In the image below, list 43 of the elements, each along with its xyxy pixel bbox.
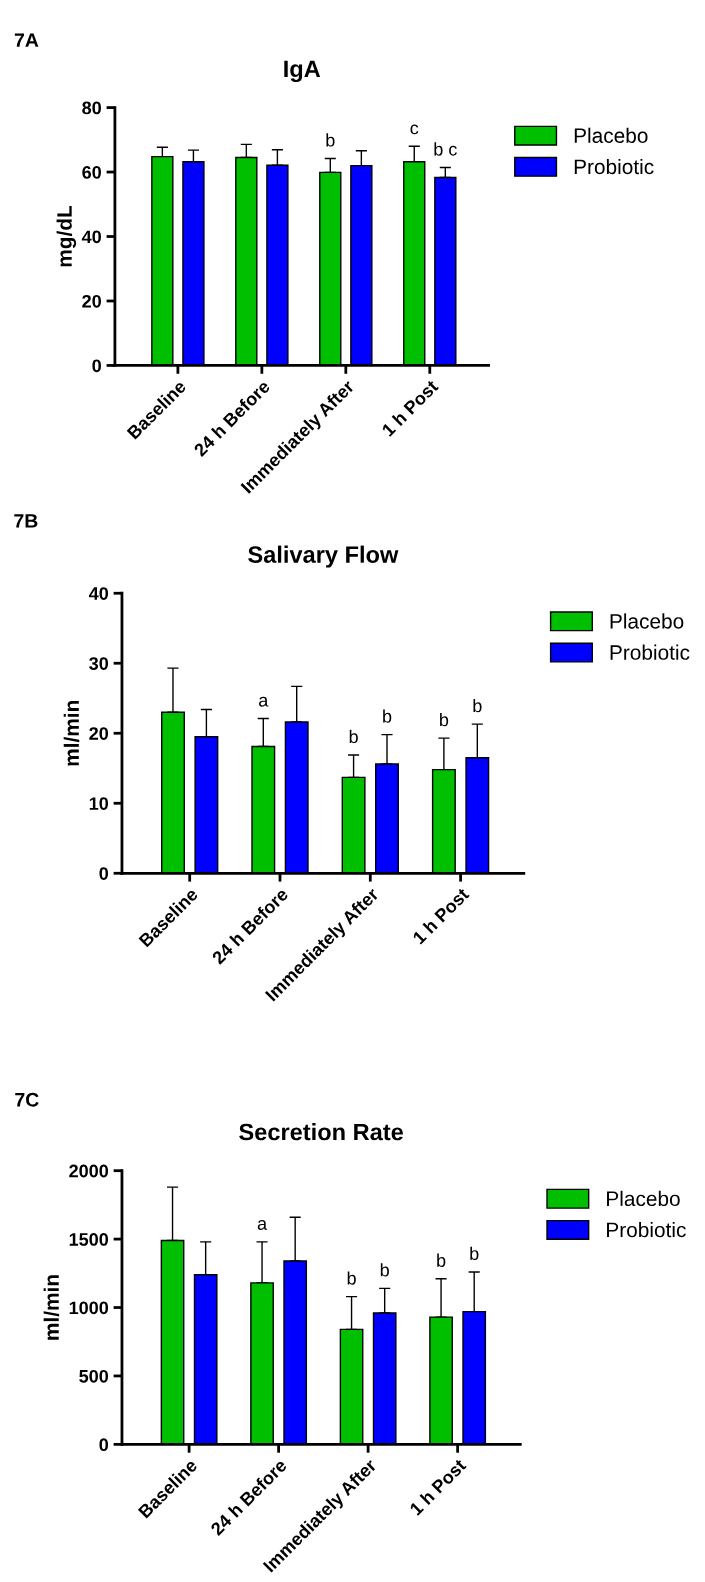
y-axis-title: ml/min	[63, 700, 80, 766]
legend-label: Probiotic	[610, 644, 690, 660]
data-label: c	[410, 124, 419, 135]
data-label: b	[380, 1263, 389, 1277]
y-tick-label: 1500	[69, 1233, 109, 1246]
chart-title: IgA	[284, 60, 321, 83]
data-label: b	[326, 133, 335, 147]
data-label: b	[383, 709, 392, 723]
data-label: b	[437, 1253, 446, 1267]
y-tick-label: 20	[89, 727, 109, 740]
legend-label: Placebo	[574, 127, 648, 143]
chart-title: Secretion Rate	[239, 1123, 403, 1141]
legend-label: Probiotic	[574, 158, 654, 175]
legend-label: Probiotic	[607, 1221, 686, 1238]
data-label: b	[473, 698, 482, 713]
text: 7B	[14, 514, 38, 528]
y-tick-label: 1000	[69, 1301, 109, 1315]
y-tick-label: 80	[82, 101, 101, 115]
y-tick-label: 2000	[69, 1164, 109, 1178]
text: 7A	[14, 33, 39, 47]
text: 7C	[15, 1092, 39, 1107]
y-tick-label: 500	[79, 1369, 109, 1383]
legend-label: Placebo	[610, 613, 684, 629]
legend-label: Placebo	[607, 1190, 680, 1207]
y-tick-label: 40	[88, 587, 109, 600]
y-axis-title: mg/dL	[56, 205, 77, 267]
data-label: b	[347, 1271, 356, 1285]
data-label: b c	[434, 142, 457, 156]
chart-title: Salivary Flow	[248, 545, 399, 568]
data-label: a	[259, 696, 269, 707]
y-tick-label: 10	[89, 797, 109, 810]
y-tick-label: 30	[89, 657, 109, 670]
data-label: b	[470, 1246, 479, 1261]
data-label: a	[257, 1220, 268, 1230]
y-tick-label: 0	[92, 359, 101, 373]
y-tick-label: 0	[99, 867, 109, 880]
y-tick-label: 0	[99, 1438, 109, 1452]
y-tick-label: 40	[81, 230, 101, 244]
y-axis-title: ml/min	[43, 1275, 60, 1340]
y-tick-label: 60	[82, 165, 101, 179]
data-label: b	[440, 712, 449, 727]
y-tick-label: 20	[82, 294, 101, 308]
data-label: b	[349, 729, 358, 744]
